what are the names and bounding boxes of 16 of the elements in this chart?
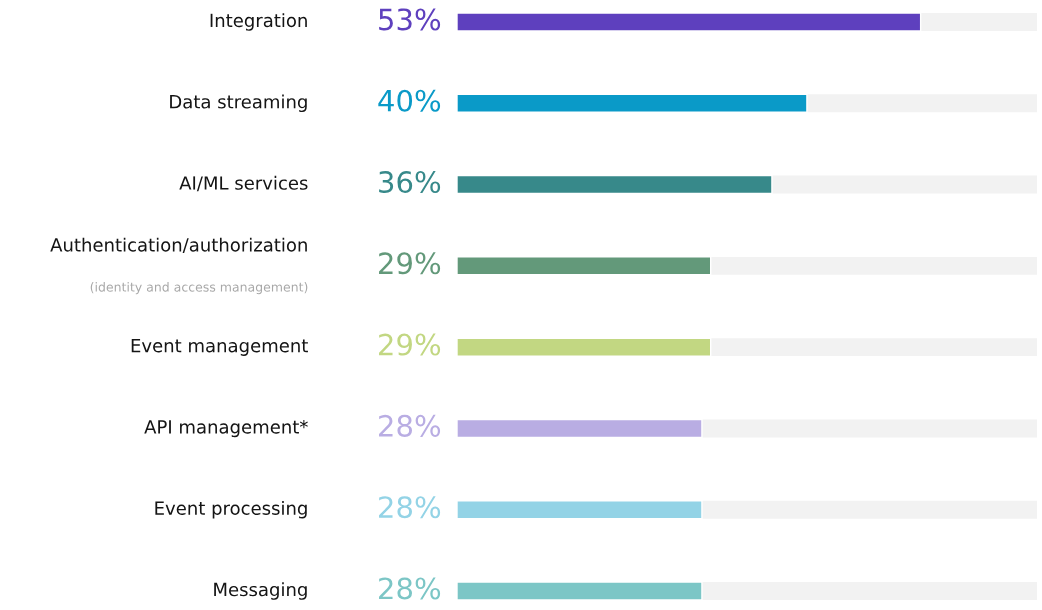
y-tick-label: Messaging [214, 582, 307, 600]
y-tick-label: API management* [144, 420, 308, 438]
data-label: 28% [379, 414, 441, 437]
data-label: 28% [379, 577, 441, 600]
data-label: 28% [379, 496, 441, 519]
y-tick-label: Event management [131, 338, 308, 356]
y-tick-label: Integration [210, 13, 307, 31]
y-tick-label: Event processing [155, 500, 307, 519]
data-label: 29% [379, 333, 441, 356]
category-label: Authentication/authorization (identity and access management) [50, 237, 308, 295]
y-tick-label: Data streaming [170, 94, 307, 113]
y-tick-label: AI/ML services [179, 175, 308, 192]
data-label: 29% [379, 252, 441, 275]
data-label: 40% [378, 89, 441, 112]
data-label: 53% [379, 8, 441, 31]
data-label: 36% [379, 170, 441, 194]
